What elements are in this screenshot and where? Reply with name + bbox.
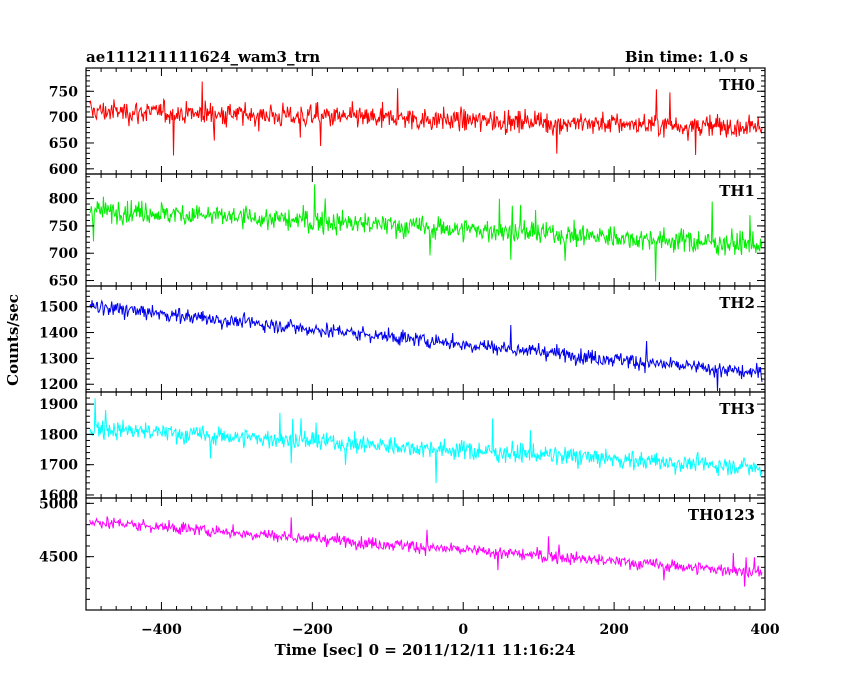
y-tick-label: 700: [49, 246, 78, 262]
y-tick-label: 1600: [39, 488, 78, 504]
y-tick-label: 1500: [39, 300, 78, 316]
series-line-th0: [89, 81, 763, 156]
series-line-th3: [89, 398, 763, 484]
panel-label-th3: TH3: [719, 400, 755, 418]
x-axis-label: Time [sec] 0 = 2011/12/11 11:16:24: [275, 641, 576, 659]
x-tick-label: 400: [750, 622, 779, 638]
panel-label-th1: TH1: [719, 182, 755, 200]
panel-th0: 600 650 700 750 TH0: [49, 67, 766, 178]
x-tick-label: −200: [292, 622, 333, 638]
panels-group: 600 650 700 750 TH0 650 700 750 800 TH1 1200 1300 14…: [39, 67, 780, 638]
series-line-th2: [89, 299, 763, 392]
y-tick-label: 650: [49, 136, 78, 152]
x-tick-label: −400: [141, 622, 182, 638]
y-tick-label: 5000: [39, 496, 78, 512]
y-tick-label: 4500: [39, 550, 78, 566]
y-tick-label: 750: [49, 84, 78, 100]
x-tick-label: 0: [458, 622, 468, 638]
panel-frame: [85, 497, 766, 611]
panel-label-th2: TH2: [719, 294, 755, 312]
panel-th1: 650 700 750 800 TH1: [49, 173, 766, 290]
y-tick-label: 650: [49, 274, 78, 290]
y-tick-label: 1900: [39, 397, 78, 413]
x-tick-label: 200: [599, 622, 628, 638]
y-tick-label: 1400: [39, 326, 78, 342]
series-line-th1: [89, 184, 763, 282]
panel-frame: [85, 285, 766, 393]
chart-title: ae111211111624_wam3_trn: [86, 48, 320, 66]
bin-time-label: Bin time: 1.0 s: [625, 48, 748, 66]
panel-th0123: 4500 5000 TH0123: [39, 496, 766, 611]
y-tick-label: 1800: [39, 427, 78, 443]
y-axis-label: Counts/sec: [4, 294, 22, 386]
y-tick-label: 700: [49, 110, 78, 126]
y-tick-label: 600: [49, 162, 78, 178]
panel-label-th0: TH0: [719, 76, 755, 94]
series-line-th0123: [89, 516, 763, 587]
panel-label-th0123: TH0123: [688, 506, 755, 524]
y-tick-label: 1300: [39, 351, 78, 367]
y-tick-label: 750: [49, 219, 78, 235]
y-tick-label: 800: [49, 192, 78, 208]
panel-frame: [85, 391, 766, 499]
y-tick-label: 1200: [39, 377, 78, 393]
panel-th3: 1600 1700 1800 1900 TH3: [39, 391, 766, 504]
panel-th2: 1200 1300 1400 1500 TH2: [39, 285, 766, 393]
y-tick-label: 1700: [39, 458, 78, 474]
